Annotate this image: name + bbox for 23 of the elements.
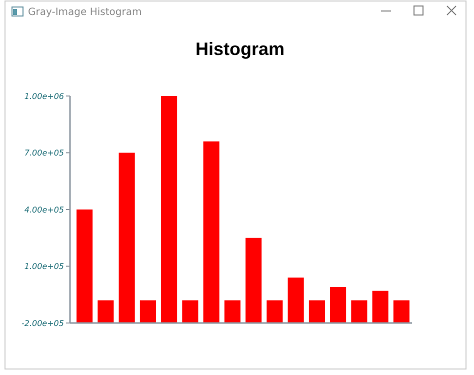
bar: [76, 210, 93, 323]
bar: [288, 278, 304, 323]
bar: [182, 300, 198, 323]
y-tick-label: -2.00e+05: [21, 318, 64, 328]
bar: [393, 300, 410, 323]
bar: [140, 300, 156, 323]
bar: [266, 300, 283, 323]
bar: [203, 141, 220, 323]
bar: [372, 290, 388, 323]
text: Gray-Image Histogram: [28, 7, 142, 18]
bar: [351, 300, 368, 323]
bar: [98, 300, 114, 323]
bar: [161, 96, 178, 323]
y-tick-label: 4.00e+05: [24, 205, 64, 214]
chart-title: Histogram: [195, 39, 285, 59]
y-tick-label: 7.00e+05: [24, 148, 64, 158]
bar: [308, 300, 325, 323]
y-tick-label: 1.00e+05: [24, 262, 64, 272]
bar: [224, 300, 240, 323]
y-tick-label: 1.00e+06: [24, 92, 64, 101]
bar: [118, 152, 135, 323]
bar: [246, 238, 262, 323]
bar: [330, 287, 346, 323]
